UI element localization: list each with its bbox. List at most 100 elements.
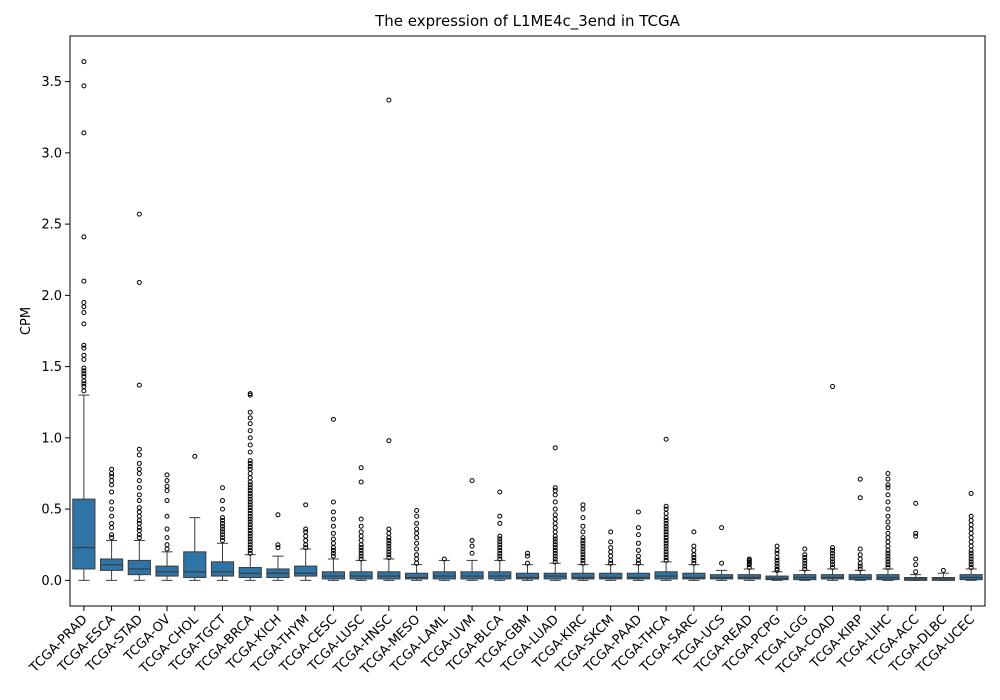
y-tick-label: 3.5: [41, 75, 62, 90]
box: [820, 574, 845, 580]
box-group-tcga-hnsc: [377, 97, 401, 581]
outlier-point: [885, 506, 891, 512]
outlier-point: [330, 553, 336, 559]
outlier-point: [81, 384, 87, 390]
outlier-point: [608, 557, 614, 563]
outlier-point: [663, 540, 669, 546]
outlier-point: [81, 321, 87, 327]
outlier-point: [109, 532, 115, 538]
outlier-point: [358, 550, 364, 556]
box-group-tcga-pcpg: [765, 543, 789, 581]
outlier-point: [691, 552, 697, 558]
outlier-point: [968, 547, 974, 553]
outlier-point: [164, 542, 170, 548]
outlier-point: [774, 547, 780, 553]
outlier-point: [913, 569, 919, 575]
outlier-point: [330, 550, 336, 556]
outlier-point: [580, 523, 586, 529]
outlier-point: [525, 550, 530, 556]
outlier-point: [247, 510, 253, 516]
outlier-point: [386, 549, 392, 555]
outlier-point: [136, 525, 142, 531]
outlier-point: [552, 556, 558, 562]
outlier-point: [386, 530, 392, 536]
outlier-point: [330, 523, 336, 529]
outlier-point: [663, 532, 669, 538]
outlier-point: [136, 505, 142, 511]
outlier-point: [913, 500, 919, 506]
outlier-point: [857, 566, 863, 572]
outlier-point: [136, 452, 142, 458]
outlier-point: [968, 535, 974, 541]
outlier-point: [247, 522, 253, 528]
outlier-point: [552, 516, 558, 522]
box-group-tcga-dlbc: [931, 567, 955, 581]
outlier-point: [663, 537, 669, 543]
outlier-point: [358, 516, 364, 522]
plot-frame: [69, 35, 986, 607]
outlier-point: [497, 536, 503, 542]
outlier-point: [663, 515, 669, 521]
outlier-point: [885, 547, 891, 553]
outlier-point: [663, 510, 669, 516]
outlier-point: [247, 516, 253, 522]
outlier-point: [414, 546, 420, 552]
outlier-point: [81, 304, 87, 310]
outlier-point: [247, 493, 253, 499]
y-tick-label: 2.0: [41, 289, 62, 304]
outlier-point: [774, 557, 780, 563]
outlier-point: [580, 537, 586, 543]
outlier-point: [247, 409, 253, 415]
outlier-point: [81, 368, 87, 374]
outlier-point: [164, 526, 170, 532]
box: [238, 567, 262, 579]
outlier-point: [247, 530, 253, 536]
outlier-point: [247, 466, 253, 472]
outlier-point: [81, 365, 87, 371]
outlier-point: [247, 488, 253, 494]
outlier-point: [81, 309, 87, 315]
outlier-point: [663, 529, 669, 535]
outlier-point: [136, 535, 142, 541]
outlier-point: [580, 515, 586, 521]
outlier-point: [247, 496, 253, 502]
y-tick-label: 3.0: [41, 146, 62, 161]
outlier-point: [358, 479, 364, 485]
box: [488, 571, 512, 580]
box-group-tcga-coad: [820, 384, 845, 581]
outlier-point: [275, 545, 281, 551]
outlier-point: [247, 508, 253, 514]
outlier-point: [386, 537, 392, 543]
outlier-point: [635, 540, 641, 546]
box-group-tcga-kich: [266, 512, 290, 581]
box: [737, 574, 761, 580]
outlier-point: [136, 513, 142, 519]
outlier-point: [414, 556, 420, 562]
outlier-point: [968, 565, 974, 571]
outlier-point: [552, 553, 558, 559]
outlier-point: [247, 505, 253, 511]
outlier-point: [358, 529, 364, 535]
outlier-point: [220, 515, 225, 521]
outlier-point: [109, 525, 115, 531]
outlier-point: [968, 526, 974, 532]
outlier-point: [580, 535, 586, 541]
outlier-point: [247, 475, 253, 481]
outlier-point: [164, 513, 170, 519]
outlier-point: [913, 533, 919, 539]
outlier-point: [247, 421, 253, 427]
box: [654, 571, 678, 580]
outlier-point: [81, 83, 87, 89]
outlier-point: [81, 345, 87, 351]
x-axis: TCGA-PRADTCGA-ESCATCGA-STADTCGA-OVTCGA-C…: [26, 606, 978, 678]
outlier-point: [580, 546, 586, 552]
outlier-point: [552, 533, 558, 539]
outlier-point: [580, 502, 586, 508]
box: [710, 574, 734, 580]
outlier-point: [663, 543, 669, 549]
y-tick-label: 0.5: [41, 503, 62, 518]
box-group-tcga-blca: [488, 489, 512, 581]
box: [405, 572, 429, 580]
outlier-point: [247, 428, 253, 434]
outlier-point: [497, 553, 503, 559]
